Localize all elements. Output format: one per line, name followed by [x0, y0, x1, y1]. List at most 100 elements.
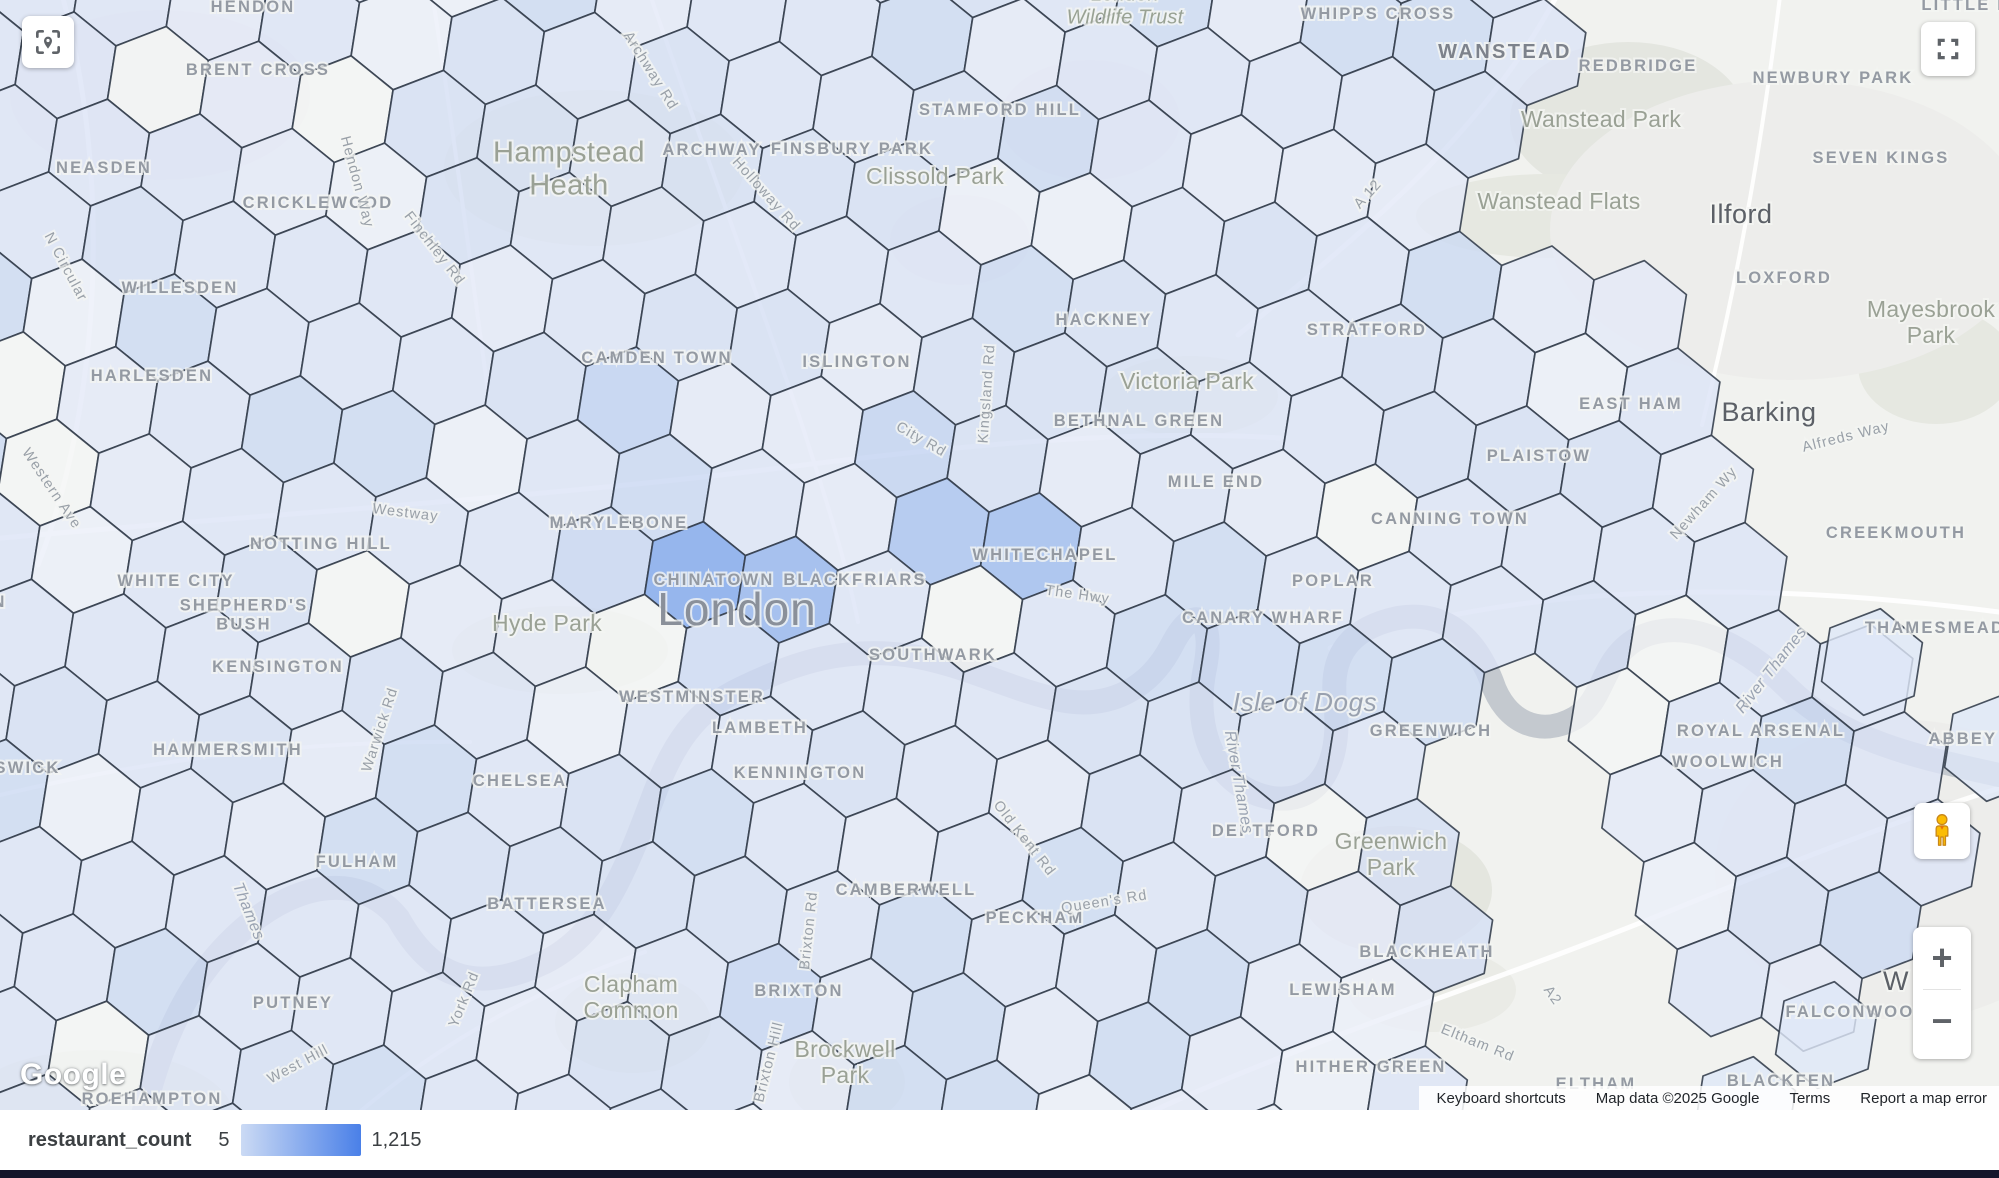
map-label: BETHNAL GREEN — [1054, 412, 1224, 430]
zoom-in-button[interactable]: + — [1931, 937, 1953, 978]
hex-cell[interactable] — [174, 1102, 275, 1110]
legend-max-value: 1,215 — [371, 1128, 422, 1151]
road-line — [1700, 0, 1782, 427]
google-logo[interactable]: Google — [20, 1058, 127, 1091]
map-label: Isle of Dogs — [1233, 687, 1378, 717]
map-label: PUTNEY — [253, 994, 333, 1012]
map-label: Mayesbrook Park — [1867, 296, 1995, 348]
map-label: REDBRIDGE — [1579, 57, 1698, 75]
hex-cell[interactable] — [1820, 607, 1924, 717]
map-label: CHISWICK — [0, 759, 61, 777]
map-label: WESTMINSTER — [619, 688, 765, 706]
map-label: WOOLWICH — [1672, 753, 1784, 771]
zoom-control: + − — [1913, 927, 1971, 1059]
legend-min-value: 5 — [218, 1128, 230, 1151]
keyboard-shortcuts-link[interactable]: Keyboard shortcuts — [1436, 1089, 1566, 1107]
map-label: KENNINGTON — [734, 764, 867, 782]
map-label: CRICKLEWOOD — [243, 194, 394, 212]
map-label: BLACKFRIARS — [783, 571, 926, 589]
map-label: GREENWICH — [1370, 722, 1492, 740]
map-label: FULHAM — [316, 853, 399, 871]
pegman-icon — [1935, 814, 1949, 846]
map-label: STRATFORD — [1307, 321, 1427, 339]
map-label: WHITECHAPEL — [972, 546, 1117, 564]
map-label: FINSBURY PARK — [771, 140, 933, 158]
hex-cell[interactable] — [695, 1102, 796, 1110]
map-label: Greenwich Park — [1335, 828, 1448, 880]
terms-link[interactable]: Terms — [1789, 1089, 1831, 1107]
map-label: CAMBERWELL — [836, 881, 977, 899]
map-label: ISLINGTON — [802, 353, 911, 371]
map-label: BATTERSEA — [487, 895, 606, 913]
hex-cell[interactable] — [602, 1088, 703, 1110]
map-label: SOUTHWARK — [869, 646, 997, 664]
map-label: CAMDEN TOWN — [581, 349, 732, 367]
hex-cell[interactable] — [1215, 1103, 1316, 1110]
map-label: Hyde Park — [492, 610, 602, 636]
map-label: HARLESDEN — [91, 367, 213, 385]
map-label: NEASDEN — [56, 159, 152, 177]
map-label: CREEKMOUTH — [1826, 524, 1966, 542]
map-label: HACKNEY — [1056, 311, 1153, 329]
map-label: CHELSEA — [473, 772, 567, 790]
map-label: NOTTING HILL — [250, 535, 392, 553]
map-label: DEPTFORD — [1212, 822, 1320, 840]
map-svg: HENDON BRENT CROSS NEASDEN CRICKLEWOOD WILLE… — [0, 0, 1999, 1110]
pin-viewfinder-icon — [36, 30, 60, 54]
map-label: SHEPHERD'S BUSH — [180, 597, 309, 634]
map-label: CHINATOWN — [654, 571, 775, 589]
zoom-out-button[interactable]: − — [1931, 1000, 1953, 1041]
map-label: BRIXTON — [754, 982, 843, 1000]
hex-cell[interactable] — [81, 1087, 182, 1111]
attribution-bar: Keyboard shortcuts Map data ©2025 Google… — [1418, 1086, 1999, 1110]
map-label: FALCONWOOD — [1786, 1003, 1929, 1021]
map-label: Brockwell Park — [794, 1036, 895, 1088]
hex-cell[interactable] — [1943, 695, 1999, 803]
map-label: HITHER GREEN — [1295, 1058, 1446, 1076]
map-label: Ilford — [1709, 199, 1772, 229]
map-label: PECKHAM — [986, 909, 1085, 927]
map-label: LEWISHAM — [1289, 981, 1396, 999]
map-label: ROEHAMPTON — [82, 1090, 223, 1108]
map-label: MILE END — [1168, 473, 1264, 491]
map-label: THAMESMEAD — [1865, 619, 1999, 637]
map-data-text: Map data ©2025 Google — [1595, 1089, 1760, 1107]
map-label: LITTLE ILF — [1921, 0, 1999, 14]
map-label: CANNING TOWN — [1371, 510, 1529, 528]
map-label: ABBEY W — [1928, 730, 1999, 748]
pegman-button[interactable] — [1914, 803, 1970, 859]
fullscreen-icon — [1937, 38, 1959, 60]
map-label: BRENT CROSS — [186, 61, 330, 79]
hexbin-layer — [0, 0, 1999, 1110]
map-label: NEWBURY PARK — [1753, 69, 1914, 87]
window-edge — [0, 1170, 1999, 1178]
map-label: MARYLEBONE — [550, 514, 689, 532]
map-label: BLACKHEATH — [1359, 943, 1494, 961]
locate-button[interactable] — [22, 16, 74, 68]
report-map-error-link[interactable]: Report a map error — [1860, 1089, 1987, 1107]
map-label: STAMFORD HILL — [919, 101, 1081, 119]
map-label: HAMMERSMITH — [153, 741, 303, 759]
map-label: WILLESDEN — [122, 279, 239, 297]
fullscreen-button[interactable] — [1921, 22, 1975, 76]
map-label: CANARY WHARF — [1182, 609, 1344, 627]
map-label: Clissold Park — [866, 163, 1004, 189]
map-label: LondonWildlife Trust — [1067, 0, 1185, 29]
hex-cell[interactable] — [1123, 1088, 1224, 1111]
map-label: WANSTEAD — [1438, 41, 1572, 63]
map-label: Wanstead Flats — [1477, 188, 1640, 214]
map-label: Victoria Park — [1120, 368, 1254, 394]
map-canvas[interactable]: HENDON BRENT CROSS NEASDEN CRICKLEWOOD WILLE… — [0, 0, 1999, 1110]
legend-bar: restaurant_count 5 1,215 — [0, 1110, 1999, 1170]
map-label: London — [657, 583, 817, 635]
map-label: WHITE CITY — [117, 572, 234, 590]
map-label: SEVEN KINGS — [1813, 149, 1950, 167]
map-label: Wanstead Park — [1521, 106, 1681, 132]
map-label: ACTON — [0, 593, 7, 611]
map-label: KENSINGTON — [212, 658, 344, 676]
map-label: W — [1883, 966, 1909, 996]
map-label: EAST HAM — [1579, 395, 1683, 413]
map-label: Hampstead Heath — [493, 136, 645, 201]
zoom-divider — [1923, 989, 1961, 990]
